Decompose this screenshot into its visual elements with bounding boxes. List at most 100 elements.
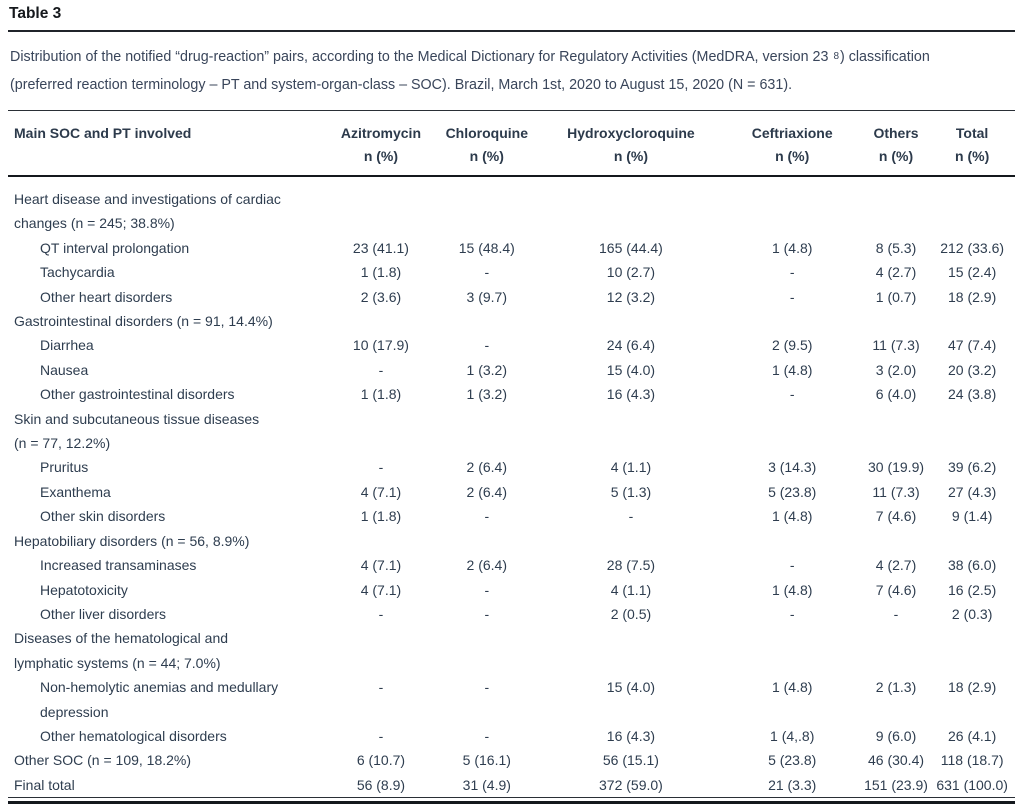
cell-value: 5 (1.3) [610,483,652,500]
pt-row: Exanthema 4 (7.1) 2 (6.4) 5 (1.3) 5 (23.8) 11… [8,480,1015,504]
cell-value [329,176,434,236]
pt-row: Diarrhea 10 (17.9) - 24 (6.4) 2 (9.5) 11 (7.3… [8,333,1015,357]
cell-value: 12 (3.2) [606,288,656,305]
cell-value: 15 (4.0) [606,679,656,696]
cell-value: 1 (1.8) [360,508,402,525]
column-header-5: Others n (%) [862,110,930,177]
row-label: Skin and subcutaneous tissue diseases (n… [14,410,260,452]
caption-line1-after-ref: ) classification [840,49,930,65]
cell-value [329,407,434,456]
pt-row: QT interval prolongation 23 (41.1) 15 (48.… [8,236,1015,260]
cell-value: 26 (4.1) [948,727,997,744]
row-label: Diseases of the hematological and lympha… [14,630,229,671]
cell-value: 21 (3.3) [721,772,863,799]
cell-value: 11 (7.3) [872,337,920,354]
soc-row: Skin and subcutaneous tissue diseases (n… [8,407,1015,456]
column-sublabel: n (%) [878,148,914,164]
pt-row: Other hematological disorders - - 16 (4.3) 1… [8,724,1015,748]
cell-value: - [378,361,384,378]
cell-value: - [484,264,490,281]
cell-value: 9 (6.0) [875,727,917,744]
cell-value: 23 (41.1) [352,239,409,256]
soc-row: Diseases of the hematological and lympha… [8,626,1015,675]
cell-value [929,626,1015,675]
cell-value: 15 (48.4) [458,239,515,256]
cell-value [540,407,721,456]
row-label: Final total [8,772,329,799]
cell-value [722,309,863,333]
cell-value [722,529,863,553]
cell-value: 15 (4.0) [606,361,656,378]
cell-value: 6 (4.0) [875,386,917,403]
cell-value: 4 (2.7) [875,557,917,574]
cell-value: 46 (30.4) [867,752,925,769]
cell-value: 31 (4.9) [433,772,541,799]
soc-row: Final total 56 (8.9) 31 (4.9) 372 (59.0) 21 … [8,772,1015,799]
cell-value: 3 (2.0) [875,361,917,378]
cell-value [863,176,930,236]
header-row: Main SOC and PT involved Azitromycin n (%)… [8,110,1015,177]
reference-link[interactable]: 8 [833,51,839,62]
cell-value: 20 (3.2) [948,361,997,378]
pt-row: Nausea - 1 (3.2) 15 (4.0) 1 (4.8) 3 (2.0) 20 (… [8,358,1015,382]
row-label: Pruritus [40,459,89,476]
cell-value: - [789,605,795,622]
column-label: Ceftriaxione [751,125,833,141]
pt-row: Other skin disorders 1 (1.8) - - 1 (4.8) 7 (4… [8,504,1015,528]
row-label: Gastrointestinal disorders (n = 91, 14.4… [14,313,273,330]
cell-value: - [484,679,490,696]
column-sublabel: n (%) [613,148,649,164]
cell-value: 24 (3.8) [948,386,997,403]
cell-value: 38 (6.0) [948,557,997,574]
cell-value: 11 (7.3) [872,483,920,500]
cell-value [863,309,930,333]
cell-value: 1 (3.2) [466,361,508,378]
row-label: Non-hemolytic anemias and medullary depr… [40,679,279,720]
pt-row: Other gastrointestinal disorders 1 (1.8) 1… [8,382,1015,406]
cell-value: 165 (44.4) [599,239,663,256]
row-label: Other hematological disorders [40,727,227,744]
cell-value: 3 (14.3) [768,459,817,476]
cell-value: - [628,508,634,525]
soc-row: Gastrointestinal disorders (n = 91, 14.4… [8,309,1015,333]
soc-row: Other SOC (n = 109, 18.2%) 6 (10.7) 5 (16.… [8,748,1015,772]
cell-value [329,309,434,333]
cell-value [540,529,721,553]
pt-row: Other heart disorders 2 (3.6) 3 (9.7) 12 (3… [8,285,1015,309]
cell-value: 3 (9.7) [466,288,508,305]
cell-value: 1 (4,.8) [770,727,815,744]
cell-value [863,626,930,675]
column-label: Main SOC and PT involved [14,125,192,141]
cell-value: - [893,605,899,622]
cell-value: 2 (3.6) [360,288,402,305]
cell-value: 151 (23.9) [862,772,930,799]
soc-row: Hepatobiliary disorders (n = 56, 8.9%) [8,529,1015,553]
pt-row: Tachycardia 1 (1.8) - 10 (2.7) - 4 (2.7) 15 (2… [8,260,1015,284]
row-label: Nausea [40,361,89,378]
cell-value: - [789,386,795,403]
table-header: Main SOC and PT involved Azitromycin n (%)… [8,110,1015,177]
table-caption: Distribution of the notified “drug-react… [10,43,1015,99]
cell-value: 2 (6.4) [466,557,508,574]
cell-value: 2 (0.3) [951,605,993,622]
cell-value [329,626,434,675]
cell-value: 56 (8.9) [328,772,434,799]
column-header-4: Ceftriaxione n (%) [721,110,863,177]
cell-value: 1 (1.8) [360,264,402,281]
cell-value: 1 (4.8) [771,361,813,378]
row-label: Other gastrointestinal disorders [40,386,235,403]
row-label: Hepatobiliary disorders (n = 56, 8.9%) [14,532,250,549]
row-label: Other skin disorders [40,508,166,525]
column-header-6: Total n (%) [929,110,1015,177]
cell-value: 27 (4.3) [948,483,997,500]
cell-value: 15 (2.4) [948,264,997,281]
column-header-0: Main SOC and PT involved [8,110,329,177]
cell-value: 4 (7.1) [360,483,402,500]
cell-value: 28 (7.5) [606,557,656,574]
row-label: Diarrhea [40,337,94,354]
row-label: Tachycardia [40,264,115,281]
column-header-3: Hydroxycloroquine n (%) [540,110,722,177]
cell-value: 118 (18.7) [940,752,1004,769]
column-header-2: Chloroquine n (%) [433,110,541,177]
